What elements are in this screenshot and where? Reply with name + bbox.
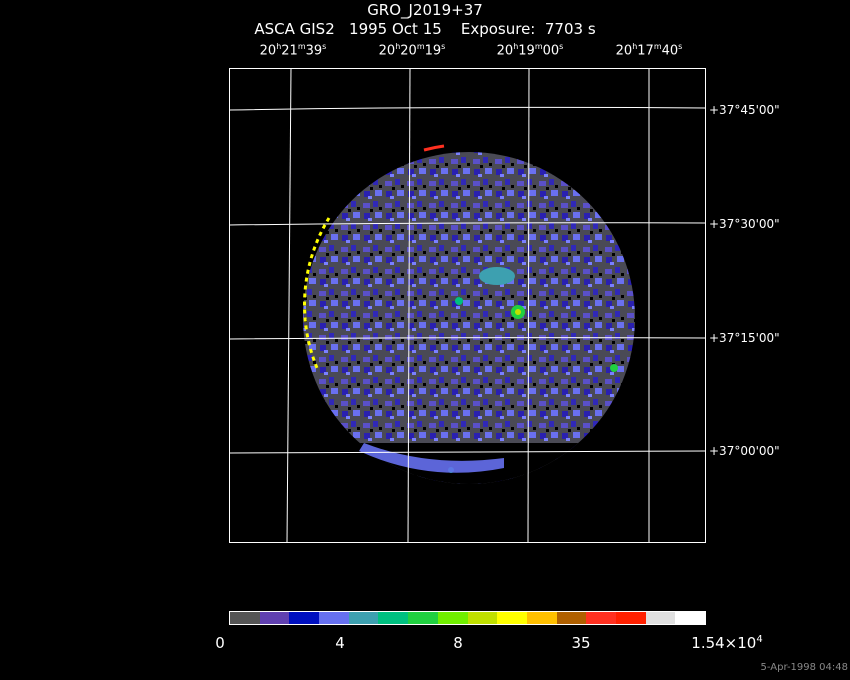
colorbar-swatch bbox=[586, 612, 616, 624]
colorbar-max-label: 1.54×104 bbox=[691, 634, 763, 652]
sky-image-plot bbox=[229, 68, 706, 543]
colorbar-swatch bbox=[615, 612, 646, 624]
colorbar-swatch bbox=[437, 612, 468, 624]
colorbar-swatch bbox=[556, 612, 587, 624]
colorbar-swatch bbox=[230, 612, 260, 624]
ra-tick-label: 20h21m39s bbox=[259, 42, 327, 59]
timestamp: 5-Apr-1998 04:48 bbox=[760, 662, 848, 673]
colorbar-swatch bbox=[497, 612, 527, 624]
colorbar-swatch bbox=[526, 612, 557, 624]
dec-tick-label: +37°45'00" bbox=[709, 103, 780, 117]
ra-tick-label: 20h19m00s bbox=[496, 42, 564, 59]
plot-frame bbox=[229, 68, 706, 543]
colorbar-swatch bbox=[408, 612, 438, 624]
rim-hot-pixels bbox=[423, 144, 445, 152]
ra-tick-label: 20h17m40s bbox=[615, 42, 683, 59]
color-scale-bar bbox=[229, 611, 706, 625]
colorbar-label: 8 bbox=[453, 634, 463, 652]
colorbar-swatch bbox=[259, 612, 290, 624]
colorbar-swatch bbox=[348, 612, 379, 624]
coordinate-grid bbox=[229, 68, 706, 543]
colorbar-label: 0 bbox=[215, 634, 225, 652]
image-subtitle: ASCA GIS2 1995 Oct 15 Exposure: 7703 s bbox=[254, 20, 596, 38]
dec-tick-label: +37°00'00" bbox=[709, 444, 780, 458]
detector-field bbox=[303, 152, 635, 484]
image-title: GRO_J2019+37 bbox=[367, 1, 483, 19]
colorbar-swatch bbox=[675, 612, 705, 624]
colorbar-swatch bbox=[378, 612, 409, 624]
colorbar-label: 4 bbox=[335, 634, 345, 652]
colorbar-label: 35 bbox=[571, 634, 591, 652]
dec-tick-label: +37°30'00" bbox=[709, 217, 780, 231]
ra-tick-label: 20h20m19s bbox=[378, 42, 446, 59]
detector-field-edge bbox=[359, 443, 504, 473]
colorbar-swatch bbox=[319, 612, 349, 624]
colorbar-swatch bbox=[289, 612, 320, 624]
rim-hot-pixels bbox=[303, 217, 331, 369]
colorbar-swatch bbox=[467, 612, 498, 624]
colorbar-swatch bbox=[645, 612, 676, 624]
dec-tick-label: +37°15'00" bbox=[709, 331, 780, 345]
